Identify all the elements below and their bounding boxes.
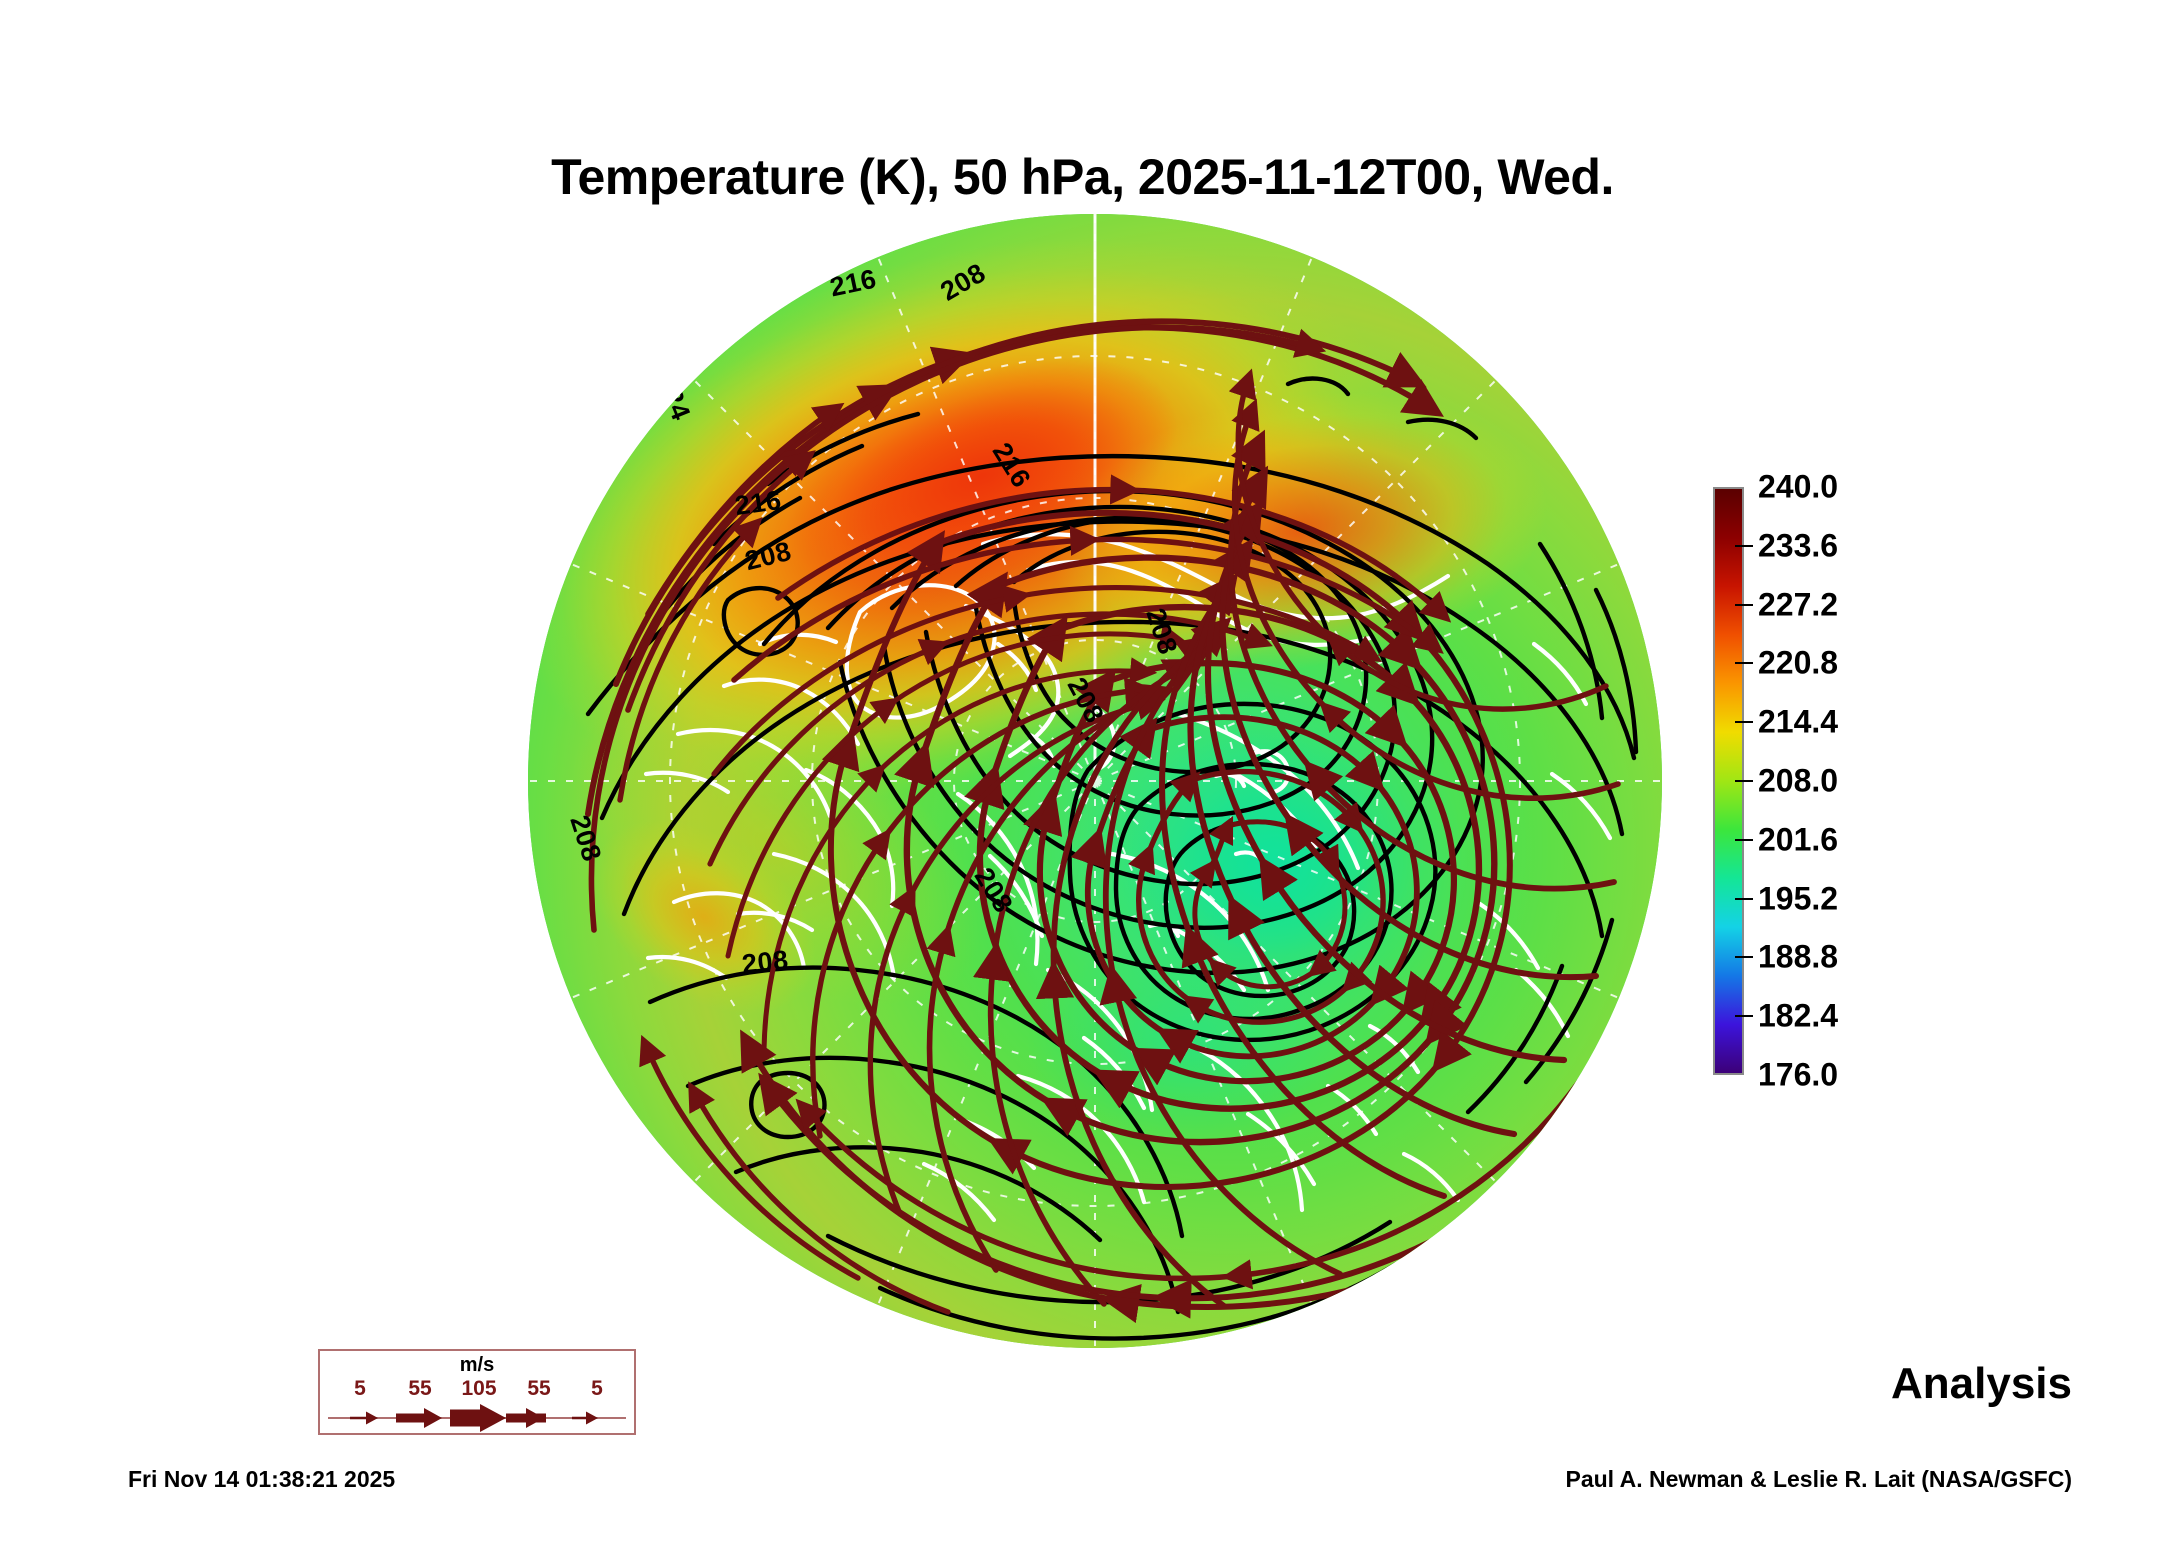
generation-timestamp: Fri Nov 14 01:38:21 2025 xyxy=(128,1466,396,1492)
colorbar: 240.0 233.6 227.2 220.8 214.4 208.0 201.6 195.2… xyxy=(1706,469,2036,1093)
wind-legend-arrows xyxy=(328,1404,626,1432)
colorbar-tick-label: 176.0 xyxy=(1758,1056,1839,1093)
colorbar-tick-label: 233.6 xyxy=(1758,527,1839,564)
colorbar-tick-label: 214.4 xyxy=(1758,703,1839,740)
contour-label: 216 xyxy=(733,484,784,522)
page-title: Temperature (K), 50 hPa, 2025-11-12T00, … xyxy=(551,149,1614,205)
colorbar-tick-label: 182.4 xyxy=(1758,997,1839,1034)
wind-streamlines xyxy=(585,318,1623,1324)
colorbar-tick xyxy=(1744,721,1753,724)
colorbar-tick-label: 195.2 xyxy=(1758,880,1839,917)
colorbar-tick xyxy=(1735,721,1744,724)
wind-legend-value: 5 xyxy=(354,1377,366,1400)
wind-legend-value: 105 xyxy=(461,1377,497,1400)
map-overlays xyxy=(585,318,1639,1341)
colorbar-tick xyxy=(1735,780,1744,782)
colorbar-tick xyxy=(1744,603,1753,606)
colorbar-tick-label: 227.2 xyxy=(1758,586,1839,623)
colorbar-tick xyxy=(1744,780,1753,782)
colorbar-tick xyxy=(1744,897,1753,900)
colorbar-tick xyxy=(1735,662,1744,665)
colorbar-tick-label: 208.0 xyxy=(1758,762,1839,799)
colorbar-tick xyxy=(1735,1015,1744,1018)
colorbar-tick xyxy=(1744,956,1753,959)
colorbar-tick-label: 220.8 xyxy=(1758,644,1839,681)
wind-legend-value: 5 xyxy=(591,1377,603,1400)
author-credit: Paul A. Newman & Leslie R. Lait (NASA/GS… xyxy=(1565,1466,2072,1492)
wind-legend-value: 55 xyxy=(527,1377,551,1400)
colorbar-tick xyxy=(1744,544,1753,547)
colorbar-tick xyxy=(1735,897,1744,900)
analysis-label: Analysis xyxy=(1891,1359,2072,1408)
colorbar-tick xyxy=(1744,662,1753,665)
wind-legend-value: 55 xyxy=(408,1377,432,1400)
polar-map-panel: 216 208 224 208 216 216 208 208 208 208 … xyxy=(528,214,1662,1348)
contour-label: 208 xyxy=(740,944,790,980)
colorbar-tick xyxy=(1735,603,1744,606)
colorbar-tick-label: 240.0 xyxy=(1758,468,1839,505)
globe-disc: 216 208 224 208 216 216 208 208 208 208 … xyxy=(528,214,1662,1348)
colorbar-tick xyxy=(1744,1015,1753,1018)
wind-speed-legend: m/s 5 55 105 55 5 xyxy=(318,1349,636,1435)
colorbar-tick-label: 188.8 xyxy=(1758,938,1839,975)
colorbar-tick xyxy=(1744,838,1753,841)
wind-legend-unit-label: m/s xyxy=(459,1354,495,1376)
colorbar-tick xyxy=(1735,838,1744,841)
colorbar-tick xyxy=(1735,956,1744,959)
colorbar-tick-label: 201.6 xyxy=(1758,821,1839,858)
colorbar-tick xyxy=(1735,544,1744,547)
